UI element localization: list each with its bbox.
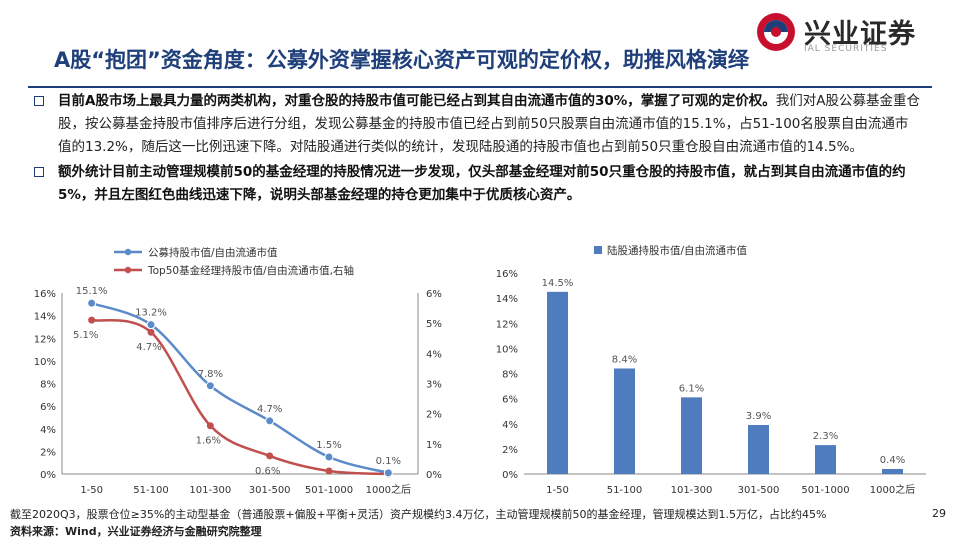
bullet-item-1: 目前A股市场上最具力量的两类机构，对重仓股的持股市值可能已经占到其自由流通市值的… bbox=[30, 90, 920, 159]
bar bbox=[614, 368, 635, 474]
bar bbox=[547, 291, 568, 474]
title-divider bbox=[28, 86, 932, 88]
right-tick-label: 4% bbox=[426, 349, 442, 360]
data-label-mutual-fund: 7.8% bbox=[198, 369, 223, 380]
data-label-top50: 0.6% bbox=[255, 466, 280, 477]
data-label-mutual-fund: 15.1% bbox=[76, 286, 108, 297]
data-label: 8.4% bbox=[612, 354, 637, 365]
data-label-top50: 4.7% bbox=[136, 342, 161, 353]
bar bbox=[748, 425, 769, 474]
data-label: 0.4% bbox=[880, 455, 905, 466]
right-tick-label: 2% bbox=[426, 410, 442, 421]
y-tick-label: 4% bbox=[502, 420, 518, 431]
left-tick-label: 8% bbox=[40, 380, 56, 391]
x-tick-label: 101-300 bbox=[189, 485, 231, 496]
y-tick-label: 2% bbox=[502, 445, 518, 456]
data-point-mutual-fund bbox=[146, 320, 156, 330]
brand-mark-icon bbox=[757, 13, 795, 51]
data-point-mutual-fund bbox=[205, 381, 215, 391]
page-number: 29 bbox=[932, 507, 946, 520]
left-tick-label: 16% bbox=[34, 289, 56, 300]
x-tick-label: 1000之后 bbox=[870, 483, 915, 496]
x-tick-label: 301-500 bbox=[249, 485, 291, 496]
bullet-1-bold: 目前A股市场上最具力量的两类机构，对重仓股的持股市值可能已经占到其自由流通市值的… bbox=[58, 93, 776, 109]
bullet-item-2: 额外统计目前主动管理规模前50的基金经理的持股情况进一步发现，仅头部基金经理对前… bbox=[30, 161, 920, 207]
bar bbox=[882, 468, 903, 474]
left-tick-label: 4% bbox=[40, 425, 56, 436]
right-tick-label: 6% bbox=[426, 289, 442, 300]
x-tick-label: 1-50 bbox=[546, 485, 569, 496]
square-bullet-icon bbox=[34, 167, 44, 177]
data-point-mutual-fund bbox=[383, 468, 393, 478]
right-tick-label: 3% bbox=[426, 380, 442, 391]
legend-label: 陆股通持股市值/自由流通市值 bbox=[607, 244, 748, 257]
data-label-mutual-fund: 13.2% bbox=[135, 308, 167, 319]
left-tick-label: 6% bbox=[40, 402, 56, 413]
series-line-mutual-fund bbox=[91, 301, 389, 475]
right-tick-label: 5% bbox=[426, 319, 442, 330]
data-label-mutual-fund: 1.5% bbox=[316, 440, 341, 451]
x-tick-label: 51-100 bbox=[607, 485, 642, 496]
bullet-list: 目前A股市场上最具力量的两类机构，对重仓股的持股市值可能已经占到其自由流通市值的… bbox=[30, 90, 920, 209]
brand-logo: 兴业证券 IAL SECURITIES bbox=[756, 10, 946, 56]
data-label-top50: 1.6% bbox=[196, 436, 221, 447]
data-label: 3.9% bbox=[746, 411, 771, 422]
legend-swatch-marker bbox=[124, 248, 132, 256]
data-point-top50 bbox=[88, 316, 96, 324]
y-tick-label: 0% bbox=[502, 470, 518, 481]
left-tick-label: 10% bbox=[34, 357, 56, 368]
x-tick-label: 501-1000 bbox=[801, 485, 849, 496]
data-point-top50 bbox=[147, 328, 155, 336]
right-tick-label: 0% bbox=[426, 470, 442, 481]
line-chart: 0% 2% 4% 6% 8% 10% 12% 14% 16% 0% 1% 2% 3% 4% 5% 6% 1-50… bbox=[34, 246, 442, 496]
bullet-2-bold: 额外统计目前主动管理规模前50的基金经理的持股情况进一步发现，仅头部基金经理对前… bbox=[58, 164, 906, 203]
y-tick-label: 6% bbox=[502, 395, 518, 406]
y-tick-label: 10% bbox=[496, 344, 518, 355]
data-label: 14.5% bbox=[542, 278, 574, 289]
x-tick-label: 1000之后 bbox=[366, 483, 411, 496]
data-point-mutual-fund bbox=[324, 452, 334, 462]
legend-label: 公募持股市值/自由流通市值 bbox=[148, 246, 278, 259]
x-tick-label: 1-50 bbox=[80, 485, 103, 496]
x-tick-label: 101-300 bbox=[671, 485, 713, 496]
data-label: 6.1% bbox=[679, 383, 704, 394]
legend-swatch bbox=[594, 246, 602, 254]
footer-note: 截至2020Q3，股票仓位≥35%的主动型基金（普通股票+偏股+平衡+灵活）资产… bbox=[10, 508, 827, 521]
legend-swatch-marker bbox=[124, 266, 132, 274]
footer-source: 资料来源：Wind，兴业证券经济与金融研究院整理 bbox=[10, 525, 262, 538]
data-label-mutual-fund: 4.7% bbox=[257, 404, 282, 415]
brand-name-en: IAL SECURITIES bbox=[804, 44, 888, 54]
page-title: A股“抱团”资金角度：公募外资掌握核心资产可观的定价权，助推风格演绎 bbox=[54, 48, 749, 72]
data-point-top50 bbox=[206, 422, 214, 430]
right-tick-label: 1% bbox=[426, 440, 442, 451]
x-tick-label: 501-1000 bbox=[305, 485, 353, 496]
x-tick-label: 51-100 bbox=[133, 485, 168, 496]
data-point-mutual-fund bbox=[87, 298, 97, 308]
x-tick-label: 301-500 bbox=[738, 485, 780, 496]
bar bbox=[681, 397, 702, 474]
bar bbox=[815, 445, 836, 474]
bar-chart: 0% 2% 4% 6% 8% 10% 12% 14% 16% 陆股通持股市值/自由流通市值 14.5… bbox=[496, 244, 926, 496]
data-point-mutual-fund bbox=[265, 416, 275, 426]
left-tick-label: 12% bbox=[34, 334, 56, 345]
square-bullet-icon bbox=[34, 96, 44, 106]
y-tick-label: 8% bbox=[502, 370, 518, 381]
y-tick-label: 12% bbox=[496, 319, 518, 330]
bullet-1-text: 我们对A股公募基金重仓股，按公募基金持股市值排序后进行分组，发现公募基金的持股市… bbox=[58, 93, 921, 155]
left-tick-label: 2% bbox=[40, 447, 56, 458]
y-tick-label: 16% bbox=[496, 269, 518, 280]
brand-name-cn: 兴业证券 bbox=[804, 19, 916, 50]
data-point-top50 bbox=[325, 467, 333, 475]
data-label-mutual-fund: 0.1% bbox=[376, 456, 401, 467]
data-label: 2.3% bbox=[813, 431, 838, 442]
left-tick-label: 0% bbox=[40, 470, 56, 481]
left-tick-label: 14% bbox=[34, 312, 56, 323]
legend-label: Top50基金经理持股市值/自由流通市值,右轴 bbox=[147, 264, 354, 277]
data-label-top50: 5.1% bbox=[73, 330, 98, 341]
y-tick-label: 14% bbox=[496, 294, 518, 305]
data-point-top50 bbox=[266, 452, 274, 460]
